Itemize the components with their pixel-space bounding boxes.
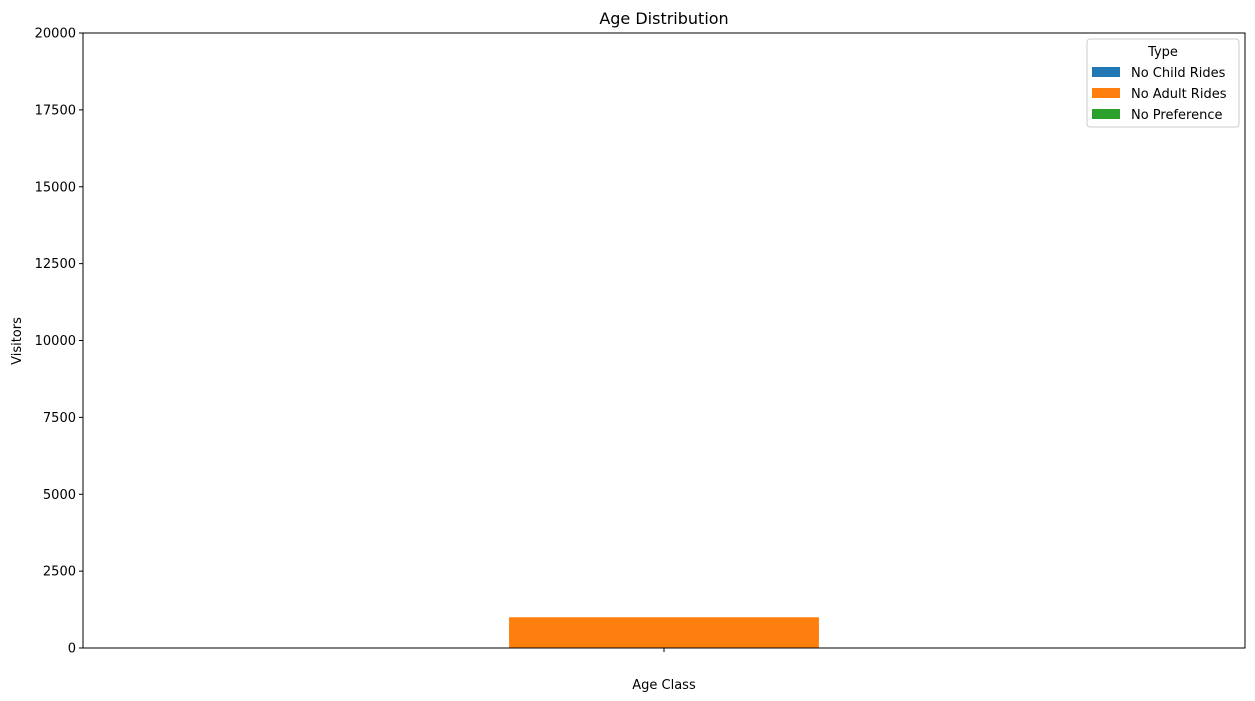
y-tick-label: 17500 <box>35 103 76 118</box>
legend: Type No Child Rides No Adult Rides No Pref… <box>1086 38 1240 128</box>
y-tick-label: 7500 <box>43 411 76 426</box>
bar <box>509 617 819 648</box>
legend-swatch <box>1092 67 1120 77</box>
legend-swatch <box>1092 109 1120 119</box>
y-tick-label: 20000 <box>35 27 76 42</box>
x-axis-label: Age Class <box>632 678 696 693</box>
legend-swatch <box>1092 88 1120 98</box>
legend-title: Type <box>1147 45 1178 60</box>
y-tick-label: 5000 <box>43 488 76 503</box>
legend-entry: No Preference <box>1131 108 1223 123</box>
y-tick-label: 0 <box>68 642 76 657</box>
y-tick-label: 10000 <box>35 334 76 349</box>
legend-entry: No Adult Rides <box>1131 87 1227 102</box>
chart-title: Age Distribution <box>599 9 728 28</box>
legend-frame <box>1086 38 1240 128</box>
legend-entry: No Child Rides <box>1131 66 1226 81</box>
y-tick-label: 15000 <box>35 180 76 195</box>
y-axis-label: Visitors <box>10 317 25 365</box>
y-tick-label: 2500 <box>43 565 76 580</box>
bars <box>509 617 819 648</box>
plot-frame <box>82 32 1246 649</box>
y-tick-label: 12500 <box>35 257 76 272</box>
y-axis-ticks: 0 2500 5000 7500 10000 12500 15000 17500 20000 <box>35 27 83 657</box>
